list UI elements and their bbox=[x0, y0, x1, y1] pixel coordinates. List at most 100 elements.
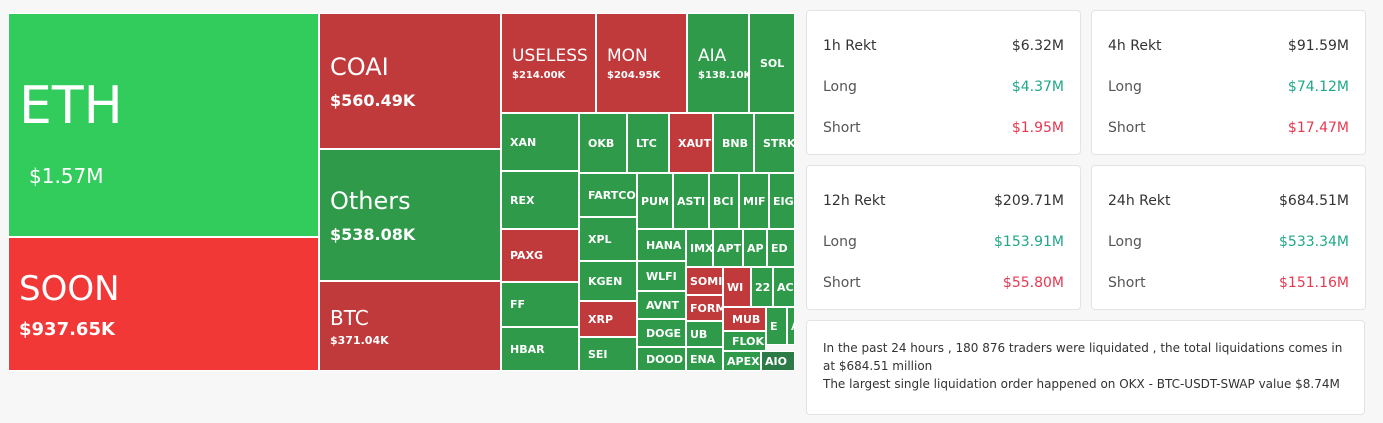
tile-label: OKB bbox=[588, 136, 615, 150]
treemap-tile: HANA bbox=[637, 229, 686, 261]
treemap-tile: AIO bbox=[761, 351, 795, 371]
treemap-tile: Others $538.08K bbox=[319, 149, 501, 281]
tile-label: XAUT bbox=[678, 136, 712, 150]
treemap-tile: AP bbox=[743, 229, 767, 267]
treemap-tile: AC bbox=[773, 267, 795, 307]
tile-value: $560.49K bbox=[330, 90, 416, 110]
card-row: Short $17.47M bbox=[1108, 107, 1349, 148]
card-title: 12h Rekt bbox=[823, 192, 886, 209]
treemap-tile: E bbox=[766, 307, 787, 345]
tile-value: $1.57M bbox=[29, 164, 104, 188]
tile-label: AIA bbox=[698, 45, 727, 66]
tile-label: FF bbox=[510, 298, 526, 311]
treemap-tile: STRK bbox=[754, 113, 795, 173]
card-total: $209.71M bbox=[994, 192, 1064, 209]
tile-label: HBAR bbox=[510, 342, 545, 356]
summary-line: The largest single liquidation order hap… bbox=[823, 377, 1340, 391]
tile-label: SOON bbox=[19, 268, 120, 309]
tile-value: $371.04K bbox=[330, 333, 389, 347]
rekt-card: 4h Rekt $91.59M Long $74.12M Short $17.47M bbox=[1091, 10, 1366, 155]
tile-label: EIG bbox=[773, 194, 794, 208]
treemap-tile: SOMI bbox=[686, 267, 723, 295]
treemap-tile: PUM bbox=[637, 173, 673, 229]
tile-label: SOL bbox=[760, 56, 785, 70]
treemap-tile: WLFI bbox=[637, 261, 686, 291]
treemap-tile: XRP bbox=[579, 301, 637, 337]
row-label: Short bbox=[1108, 119, 1146, 136]
row-label: Short bbox=[823, 119, 861, 136]
tile-value: $204.95K bbox=[607, 69, 661, 81]
tile-label: FLOK bbox=[732, 334, 765, 348]
tile-label: E bbox=[770, 319, 778, 333]
card-header: 4h Rekt $91.59M bbox=[1108, 25, 1349, 66]
summary-line: In the past 24 hours , 180 876 traders w… bbox=[823, 341, 1343, 373]
tile-label: HANA bbox=[646, 238, 682, 252]
treemap-tile: APT bbox=[713, 229, 743, 267]
card-title: 1h Rekt bbox=[823, 37, 877, 54]
tile-value: $214.00K bbox=[512, 69, 566, 81]
tile-label: ASTI bbox=[677, 194, 706, 208]
row-label: Short bbox=[1108, 274, 1146, 291]
treemap-tile: XAN bbox=[501, 113, 579, 171]
treemap-tile: BNB bbox=[713, 113, 754, 173]
treemap-tile: ETH $1.57M bbox=[8, 13, 319, 237]
card-header: 12h Rekt $209.71M bbox=[823, 180, 1064, 221]
treemap-tile: DOOD bbox=[637, 347, 686, 371]
summary-card: In the past 24 hours , 180 876 traders w… bbox=[806, 320, 1365, 415]
row-value: $151.16M bbox=[1279, 274, 1349, 291]
tile-label: UB bbox=[690, 327, 708, 341]
card-title: 4h Rekt bbox=[1108, 37, 1162, 54]
treemap-tile: REX bbox=[501, 171, 579, 229]
treemap-tile: AIA $138.10K bbox=[687, 13, 749, 113]
tile-label: AP bbox=[747, 241, 764, 255]
treemap-tile: FORM bbox=[686, 295, 723, 321]
card-total: $91.59M bbox=[1287, 37, 1349, 54]
tile-label: BNB bbox=[722, 136, 748, 150]
treemap-tile: BCI bbox=[709, 173, 739, 229]
tile-label: SEI bbox=[588, 347, 608, 361]
tile-label: DOGE bbox=[646, 326, 682, 340]
treemap-tile: USELESS $214.00K bbox=[501, 13, 596, 113]
treemap-tile: HBAR bbox=[501, 327, 579, 371]
treemap-tile: SOON $937.65K bbox=[8, 237, 319, 371]
tile-label: FARTCOI bbox=[588, 188, 637, 202]
treemap-tile: COAI $560.49K bbox=[319, 13, 501, 149]
tile-label: ETH bbox=[19, 76, 123, 136]
treemap-tile: A bbox=[787, 307, 795, 345]
tile-label: Others bbox=[330, 186, 411, 215]
tile-label: MUB bbox=[732, 312, 761, 326]
tile-label: PUM bbox=[641, 194, 669, 208]
treemap-tile: KGEN bbox=[579, 261, 637, 301]
treemap-tile: FARTCOI bbox=[579, 173, 637, 217]
tile-label: USELESS bbox=[512, 45, 588, 66]
row-value: $55.80M bbox=[1002, 274, 1064, 291]
tile-label: XRP bbox=[588, 312, 614, 326]
card-row: Long $74.12M bbox=[1108, 66, 1349, 107]
treemap-tile: XPL bbox=[579, 217, 637, 261]
rekt-card: 1h Rekt $6.32M Long $4.37M Short $1.95M bbox=[806, 10, 1081, 155]
tile-label: 22 bbox=[755, 280, 771, 294]
card-row: Short $55.80M bbox=[823, 262, 1064, 303]
tile-label: ENA bbox=[690, 352, 716, 366]
treemap-tile: 22 bbox=[751, 267, 773, 307]
tile-label: WI bbox=[727, 280, 744, 294]
tile-label: KGEN bbox=[588, 274, 623, 288]
treemap-tile: SOL bbox=[749, 13, 795, 113]
row-label: Long bbox=[823, 78, 857, 95]
tile-value: $937.65K bbox=[19, 318, 115, 340]
treemap-tile: XAUT bbox=[669, 113, 713, 173]
treemap-tile: PAXG bbox=[501, 229, 579, 282]
treemap-tile: FLOK bbox=[723, 331, 766, 351]
tile-label: DOOD bbox=[646, 352, 683, 366]
card-row: Short $151.16M bbox=[1108, 262, 1349, 303]
treemap-tile: MON $204.95K bbox=[596, 13, 687, 113]
treemap-tile: EIG bbox=[769, 173, 795, 229]
treemap-tile: FF bbox=[501, 282, 579, 327]
tile-value: $538.08K bbox=[330, 224, 416, 244]
treemap-tile: ASTI bbox=[673, 173, 709, 229]
treemap-tile: IMX bbox=[686, 229, 713, 267]
row-value: $533.34M bbox=[1279, 233, 1349, 250]
treemap-tile: APEX bbox=[723, 351, 761, 371]
tile-label: LTC bbox=[636, 136, 657, 150]
